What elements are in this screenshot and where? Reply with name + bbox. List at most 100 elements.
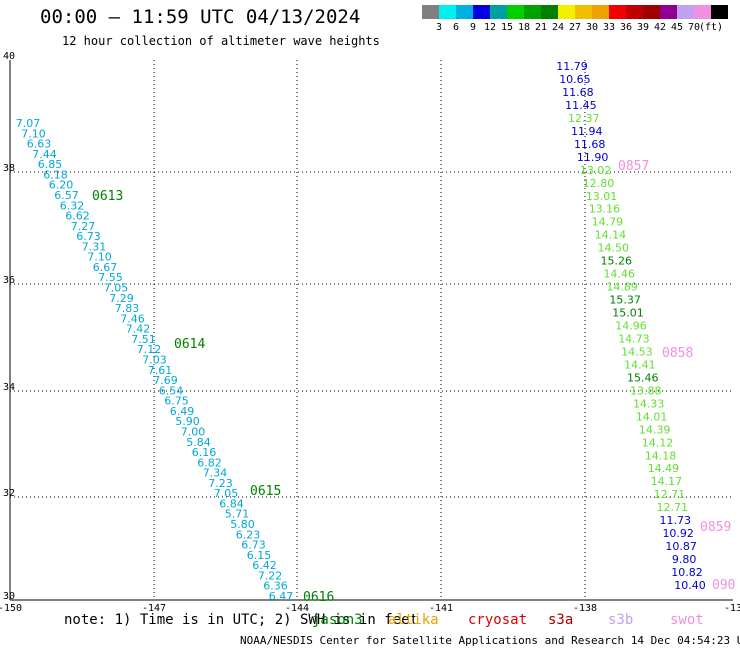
legend-swatch xyxy=(490,5,507,19)
wave-height-label: 7.29 xyxy=(109,292,134,305)
wave-height-label: 7.03 xyxy=(142,354,167,367)
legend-label: 24 xyxy=(551,22,565,33)
x-tick-label: -150 xyxy=(0,603,22,614)
wave-height-label: 15.46 xyxy=(627,371,659,384)
wave-height-label: 7.44 xyxy=(32,148,57,161)
wave-height-label: 6.23 xyxy=(236,528,261,541)
note-text: note: 1) Time is in UTC; 2) SWH is in fe… xyxy=(64,612,419,628)
wave-height-label: 14.41 xyxy=(624,358,656,371)
legend-swatch xyxy=(660,5,677,19)
legend-label: 70 xyxy=(687,22,701,33)
wave-height-label: 7.05 xyxy=(214,487,239,500)
wave-height-label: 14.53 xyxy=(621,345,653,358)
legend-label: 6 xyxy=(452,22,460,33)
wave-height-label: 14.18 xyxy=(645,449,677,462)
wave-height-label: 7.34 xyxy=(203,467,228,480)
time-label: 0857 xyxy=(618,159,649,174)
y-tick-label: 36 xyxy=(3,275,15,286)
legend-swatch xyxy=(626,5,643,19)
x-tick-label: -147 xyxy=(142,603,166,614)
y-tick-label: 40 xyxy=(3,51,15,62)
y-tick-label: 30 xyxy=(3,591,15,602)
legend-swatch xyxy=(507,5,524,19)
wave-height-label: 14.49 xyxy=(648,462,680,475)
wave-height-label: 7.10 xyxy=(21,127,46,140)
legend-swatch xyxy=(677,5,694,19)
legend-label: 21 xyxy=(534,22,548,33)
wave-height-label: 7.31 xyxy=(82,240,107,253)
wave-height-label: 14.14 xyxy=(595,229,627,242)
wave-height-label: 14.12 xyxy=(642,436,674,449)
wave-height-label: 14.73 xyxy=(618,332,650,345)
wave-height-label: 14.89 xyxy=(606,281,638,294)
wave-height-label: 6.67 xyxy=(93,261,118,274)
satellite-name: cryosat xyxy=(468,612,528,628)
wave-height-label: 14.33 xyxy=(633,397,665,410)
wave-height-label: 7.61 xyxy=(148,364,173,377)
legend-swatch xyxy=(694,5,711,19)
wave-height-label: 14.79 xyxy=(592,216,624,229)
y-tick-label: 32 xyxy=(3,488,15,499)
wave-height-label: 12.37 xyxy=(568,112,600,125)
wave-height-label: 6.73 xyxy=(241,539,266,552)
wave-height-label: 7.10 xyxy=(87,251,112,264)
wave-height-label: 14.01 xyxy=(636,410,668,423)
wave-height-label: 11.90 xyxy=(577,151,609,164)
wave-height-label: 6.49 xyxy=(170,405,195,418)
legend-swatch xyxy=(711,5,728,19)
legend-swatch xyxy=(558,5,575,19)
wave-height-label: 7.23 xyxy=(208,477,233,490)
wave-height-label: 7.05 xyxy=(104,282,129,295)
wave-height-label: 14.39 xyxy=(639,423,671,436)
wave-height-label: 5.84 xyxy=(186,436,211,449)
legend-swatch xyxy=(643,5,660,19)
wave-height-label: 6.57 xyxy=(54,189,79,202)
wave-height-label: 6.42 xyxy=(252,559,277,572)
time-label: 090 xyxy=(712,578,735,593)
x-tick-label: -13 xyxy=(724,603,740,614)
x-tick-label: -141 xyxy=(429,603,453,614)
wave-height-label: 15.37 xyxy=(609,294,641,307)
wave-height-label: 6.47 xyxy=(269,590,294,603)
legend-swatch xyxy=(609,5,626,19)
time-label: 0858 xyxy=(662,346,693,361)
wave-height-label: 11.79 xyxy=(556,60,588,73)
wave-height-label: 7.27 xyxy=(71,220,96,233)
wave-height-label: 7.42 xyxy=(126,323,151,336)
wave-height-label: 7.55 xyxy=(98,271,123,284)
wave-height-label: 12.71 xyxy=(657,501,689,514)
legend-swatch xyxy=(575,5,592,19)
wave-height-label: 6.75 xyxy=(164,395,189,408)
legend-label: 27 xyxy=(568,22,582,33)
wave-height-label: 6.82 xyxy=(197,456,222,469)
wave-height-label: 11.94 xyxy=(571,125,603,138)
wave-height-label: 10.65 xyxy=(559,73,591,86)
footer-credit: NOAA/NESDIS Center for Satellite Applica… xyxy=(240,634,740,647)
wave-height-label: 6.15 xyxy=(247,549,272,562)
legend-swatch xyxy=(422,5,439,19)
legend-label: (ft) xyxy=(699,22,724,33)
wave-height-label: 11.68 xyxy=(574,138,606,151)
satellite-name: s3b xyxy=(608,612,634,628)
satellite-name: altika xyxy=(388,612,439,628)
wave-height-label: 6.18 xyxy=(43,168,68,181)
wave-height-label: 11.68 xyxy=(562,86,594,99)
wave-height-label: 14.96 xyxy=(615,320,647,333)
wave-height-label: 11.45 xyxy=(565,99,597,112)
wave-height-label: 6.32 xyxy=(60,199,85,212)
legend-label: 3 xyxy=(435,22,443,33)
wave-height-label: 6.63 xyxy=(27,138,52,151)
legend-label: 45 xyxy=(670,22,684,33)
wave-height-label: 13.01 xyxy=(586,190,618,203)
legend-swatch xyxy=(592,5,609,19)
wave-height-label: 12.80 xyxy=(583,177,615,190)
wave-height-label: 13.16 xyxy=(589,203,621,216)
map-subtitle: 12 hour collection of altimeter wave hei… xyxy=(62,34,380,48)
wave-height-label: 13.88 xyxy=(630,384,662,397)
legend-label: 42 xyxy=(653,22,667,33)
time-label: 0616 xyxy=(303,590,334,605)
satellite-name: swot xyxy=(670,612,704,628)
wave-height-label: 11.73 xyxy=(660,514,692,527)
wave-height-label: 15.01 xyxy=(612,307,644,320)
